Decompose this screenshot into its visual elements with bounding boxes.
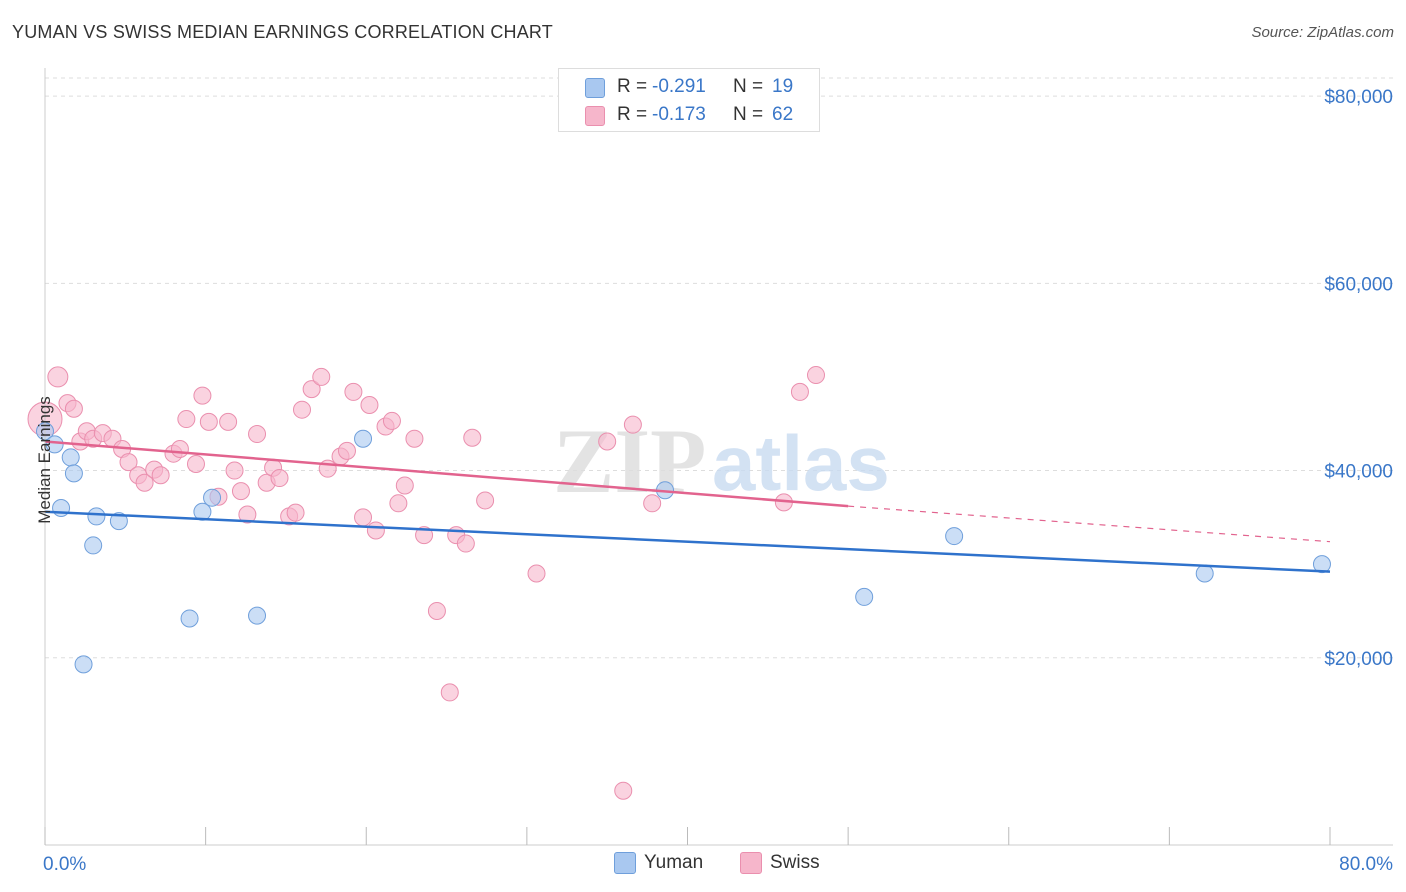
y-axis-label: Median Earnings [35, 396, 54, 524]
yuman-point [180, 609, 199, 628]
yuman-point [855, 587, 874, 606]
swiss-legend-label: Swiss [770, 852, 820, 874]
yuman-point [354, 429, 373, 448]
swiss-legend-swatch [740, 852, 762, 874]
grid-layer [45, 77, 1393, 659]
swiss-point [302, 380, 321, 399]
swiss-trend-extension [848, 505, 1331, 543]
swiss-point [47, 366, 69, 388]
swiss-point [527, 564, 546, 583]
swiss-point [790, 382, 809, 401]
legend-r-label: R = [617, 104, 648, 125]
swiss-point [177, 410, 196, 429]
yuman-legend-swatch [614, 852, 636, 874]
yuman-point [45, 435, 64, 454]
swiss-point [476, 491, 495, 510]
yuman-point [203, 488, 222, 507]
swiss-point [337, 441, 356, 460]
swiss-point [643, 494, 662, 513]
swiss-point [354, 508, 373, 527]
bottom-legend-swiss: Swiss [740, 852, 820, 874]
y-tick-label: $60,000 [1324, 274, 1393, 295]
bottom-legend-yuman: Yuman [614, 852, 703, 874]
yuman-point [109, 512, 128, 531]
swiss-point [248, 425, 267, 444]
swiss-point [382, 411, 401, 430]
yuman-legend-label: Yuman [644, 852, 704, 874]
source-label: Source: ZipAtlas.com [1251, 24, 1394, 41]
y-tick-label: $40,000 [1324, 462, 1393, 483]
swiss-point [366, 521, 385, 540]
yuman-trend-line [44, 510, 1331, 573]
yuman-point [64, 464, 83, 483]
swiss-point [395, 476, 414, 495]
swiss-point [270, 469, 289, 488]
swiss-point [186, 454, 205, 473]
swiss-point [286, 503, 305, 522]
swiss-point [312, 367, 331, 386]
swiss-point [614, 781, 633, 800]
y-tick-label: $80,000 [1324, 87, 1393, 108]
legend-r-label: R = [617, 76, 648, 97]
yuman-point [1195, 564, 1214, 583]
watermark-layer: ZIP atlas [553, 410, 890, 512]
swiss-point [293, 400, 311, 419]
legend-n-value: 62 [772, 104, 794, 125]
yuman-point [945, 527, 964, 546]
swiss-point [231, 482, 250, 501]
swiss-point [598, 432, 617, 451]
swiss-point [170, 440, 189, 459]
swiss-point [427, 601, 446, 620]
swiss-trend-line [44, 440, 849, 508]
x-tick-label-min: 0.0% [43, 854, 86, 875]
trend-layer [44, 440, 1331, 573]
swiss-point [807, 366, 825, 385]
swiss-point [623, 415, 642, 434]
swiss-point [119, 453, 138, 472]
swiss-point [463, 428, 482, 447]
swiss-point [238, 505, 257, 524]
yuman-point [248, 606, 267, 625]
swiss-point [135, 473, 154, 492]
swiss-point [219, 412, 238, 431]
swiss-swatch [585, 106, 605, 126]
yuman-point [87, 507, 106, 526]
swiss-point [360, 396, 379, 415]
swiss-point [456, 534, 475, 553]
legend-n-value: 19 [772, 76, 794, 97]
legend-r-value: -0.291 [652, 76, 706, 97]
swiss-point [193, 386, 212, 405]
y-tick-label: $20,000 [1324, 649, 1393, 670]
swiss-point [344, 382, 363, 401]
swiss-point [151, 466, 170, 485]
legend-r-value: -0.173 [652, 104, 706, 125]
swiss-point [389, 494, 408, 513]
yuman-point [1312, 555, 1331, 574]
swiss-point [405, 429, 424, 448]
correlation-legend: R = -0.291 N = 19 R = -0.173 N = 62 [558, 68, 820, 132]
swiss-point [64, 399, 83, 418]
watermark-atlas: atlas [712, 419, 890, 507]
axes-layer: $20,000 $40,000 $60,000 $80,000 0.0% 80.0% [43, 68, 1393, 875]
chart-title: YUMAN VS SWISS MEDIAN EARNINGS CORRELATI… [12, 22, 554, 42]
yuman-swatch [585, 78, 605, 98]
legend-n-label: N = [733, 76, 764, 97]
yuman-point [74, 655, 93, 674]
legend-n-label: N = [733, 104, 764, 125]
x-tick-label-max: 80.0% [1339, 854, 1393, 875]
yuman-point [61, 448, 80, 467]
swiss-point [199, 412, 218, 431]
swiss-point [225, 461, 244, 480]
yuman-point [84, 536, 103, 555]
swiss-point [415, 526, 434, 545]
swiss-point [440, 683, 459, 702]
